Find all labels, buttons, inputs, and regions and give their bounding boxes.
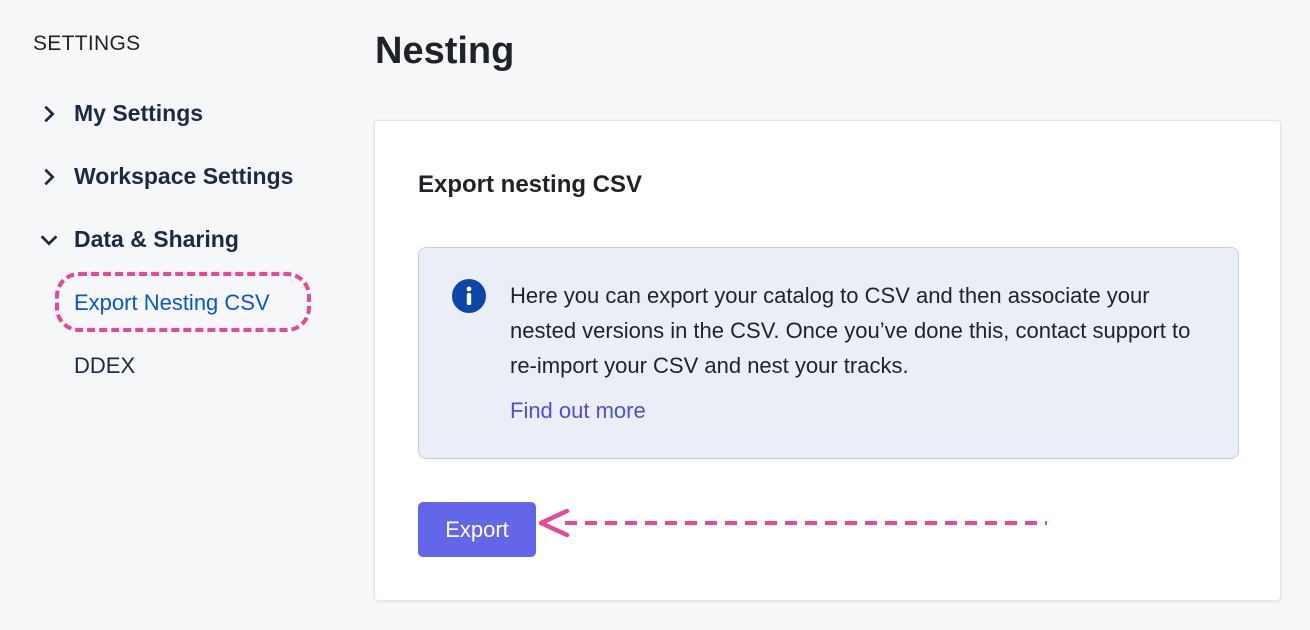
chevron-down-icon	[40, 234, 58, 246]
sidebar-subitem-export-nesting-csv[interactable]: Export Nesting CSV	[74, 290, 270, 315]
page-title: Nesting	[375, 30, 515, 72]
sidebar-item-workspace-settings[interactable]: Workspace Settings	[38, 163, 293, 190]
info-circle-icon	[452, 279, 486, 313]
sidebar-item-data-sharing[interactable]: Data & Sharing	[38, 226, 239, 253]
sidebar-item-label: My Settings	[74, 100, 204, 126]
info-text: Here you can export your catalog to CSV …	[510, 283, 1191, 378]
info-box: Here you can export your catalog to CSV …	[418, 247, 1239, 459]
find-out-more-link[interactable]: Find out more	[510, 398, 646, 423]
export-button[interactable]: Export	[418, 502, 536, 557]
export-card: Export nesting CSV Here you can export y…	[374, 120, 1281, 601]
annotation-highlight	[55, 272, 311, 332]
card-heading: Export nesting CSV	[418, 171, 643, 198]
annotation-arrow-icon	[538, 508, 1047, 538]
chevron-right-icon	[44, 105, 55, 122]
sidebar-item-label: Data & Sharing	[74, 226, 239, 252]
chevron-right-icon	[44, 168, 55, 185]
sidebar-item-my-settings[interactable]: My Settings	[38, 100, 203, 127]
sidebar-title: SETTINGS	[33, 32, 141, 55]
sidebar-subitem-ddex[interactable]: DDEX	[74, 353, 136, 378]
sidebar-item-label: Workspace Settings	[74, 163, 294, 189]
